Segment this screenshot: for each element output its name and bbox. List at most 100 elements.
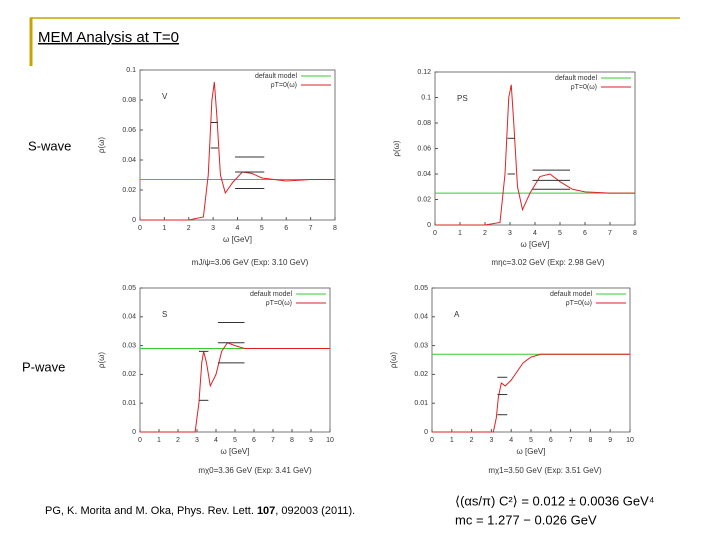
x-tick-label: 0 bbox=[430, 437, 434, 444]
x-axis-label: ω [GeV] bbox=[221, 447, 250, 456]
y-tick-label: 0.08 bbox=[417, 120, 431, 127]
legend-label: default model bbox=[555, 75, 597, 82]
mass-caption: mχ0=3.36 GeV (Exp: 3.41 GeV) bbox=[198, 466, 312, 475]
y-tick-label: 0.01 bbox=[122, 400, 136, 407]
legend-label: default model bbox=[550, 291, 592, 298]
x-tick-label: 7 bbox=[608, 230, 612, 237]
x-tick-label: 3 bbox=[195, 437, 199, 444]
legend-label: default model bbox=[255, 73, 297, 80]
y-tick-label: 0.08 bbox=[122, 97, 136, 104]
x-tick-label: 5 bbox=[558, 230, 562, 237]
y-tick-label: 0 bbox=[132, 429, 136, 436]
y-tick-label: 0 bbox=[427, 222, 431, 229]
y-axis-label: ρ(ω) bbox=[97, 352, 106, 368]
x-tick-label: 1 bbox=[162, 225, 166, 232]
y-tick-label: 0.03 bbox=[122, 342, 136, 349]
x-tick-label: 4 bbox=[214, 437, 218, 444]
x-tick-label: 3 bbox=[508, 230, 512, 237]
x-tick-label: 8 bbox=[633, 230, 637, 237]
x-tick-label: 7 bbox=[309, 225, 313, 232]
x-tick-label: 9 bbox=[309, 437, 313, 444]
citation-text: , 092003 (2011). bbox=[275, 505, 355, 517]
x-tick-label: 2 bbox=[483, 230, 487, 237]
x-tick-label: 6 bbox=[549, 437, 553, 444]
x-tick-label: 7 bbox=[271, 437, 275, 444]
x-tick-label: 6 bbox=[284, 225, 288, 232]
y-tick-label: 0.04 bbox=[417, 171, 431, 178]
x-tick-label: 5 bbox=[529, 437, 533, 444]
x-tick-label: 8 bbox=[290, 437, 294, 444]
y-tick-label: 0.03 bbox=[414, 342, 428, 349]
x-tick-label: 3 bbox=[489, 437, 493, 444]
mass-caption: mJ/ψ=3.06 GeV (Exp: 3.10 GeV) bbox=[192, 258, 309, 267]
x-tick-label: 5 bbox=[260, 225, 264, 232]
panel-label: V bbox=[162, 92, 168, 101]
panel-label: S bbox=[162, 310, 167, 319]
citation: PG, K. Morita and M. Oka, Phys. Rev. Let… bbox=[45, 505, 355, 517]
x-tick-label: 8 bbox=[588, 437, 592, 444]
y-tick-label: 0.02 bbox=[417, 196, 431, 203]
x-axis-label: ω [GeV] bbox=[521, 240, 550, 249]
x-tick-label: 8 bbox=[333, 225, 337, 232]
result: ⟨(αs/π) C²⟩ = 0.012 ± 0.0036 GeV⁴ bbox=[455, 493, 654, 508]
y-axis-label: ρ(ω) bbox=[392, 140, 401, 156]
x-tick-label: 1 bbox=[458, 230, 462, 237]
y-tick-label: 0.02 bbox=[122, 371, 136, 378]
y-axis-label: ρ(ω) bbox=[97, 137, 106, 153]
panel-label: A bbox=[454, 310, 460, 319]
series-line bbox=[435, 84, 635, 226]
x-tick-label: 10 bbox=[326, 437, 334, 444]
x-tick-label: 0 bbox=[433, 230, 437, 237]
panel-label: PS bbox=[457, 94, 468, 103]
slide-title: MEM Analysis at T=0 bbox=[38, 29, 179, 46]
series-line bbox=[432, 353, 630, 433]
result: mc = 1.277 − 0.026 GeV bbox=[455, 512, 597, 527]
citation-volume: 107 bbox=[257, 505, 275, 517]
legend-label: ρT=0(ω) bbox=[566, 300, 592, 307]
mass-caption: mηc=3.02 GeV (Exp: 2.98 GeV) bbox=[491, 258, 605, 267]
legend-label: ρT=0(ω) bbox=[266, 300, 292, 307]
y-tick-label: 0.1 bbox=[126, 67, 136, 74]
x-axis-label: ω [GeV] bbox=[223, 235, 252, 244]
plot-frame bbox=[139, 287, 331, 433]
x-tick-label: 1 bbox=[157, 437, 161, 444]
legend-label: ρT=0(ω) bbox=[571, 84, 597, 91]
y-tick-label: 0.12 bbox=[417, 69, 431, 76]
y-tick-label: 0.01 bbox=[414, 400, 428, 407]
row-label: P-wave bbox=[22, 359, 65, 374]
legend-label: default model bbox=[250, 291, 292, 298]
x-tick-label: 6 bbox=[252, 437, 256, 444]
x-tick-label: 4 bbox=[236, 225, 240, 232]
x-tick-label: 9 bbox=[608, 437, 612, 444]
row-label: S-wave bbox=[28, 138, 71, 153]
y-tick-label: 0.04 bbox=[122, 314, 136, 321]
y-tick-label: 0.05 bbox=[414, 285, 428, 292]
citation-text: PG, K. Morita and M. Oka, Phys. Rev. Let… bbox=[45, 505, 257, 517]
y-tick-label: 0.04 bbox=[122, 157, 136, 164]
x-tick-label: 5 bbox=[233, 437, 237, 444]
x-axis-label: ω [GeV] bbox=[517, 447, 546, 456]
legend-label: ρT=0(ω) bbox=[271, 82, 297, 89]
y-tick-label: 0.02 bbox=[122, 187, 136, 194]
x-tick-label: 2 bbox=[187, 225, 191, 232]
x-tick-label: 6 bbox=[583, 230, 587, 237]
series-line bbox=[140, 81, 335, 221]
y-tick-label: 0.05 bbox=[122, 285, 136, 292]
y-tick-label: 0 bbox=[132, 217, 136, 224]
y-tick-label: 0 bbox=[424, 429, 428, 436]
x-tick-label: 2 bbox=[470, 437, 474, 444]
y-axis-label: ρ(ω) bbox=[389, 352, 398, 368]
x-tick-label: 4 bbox=[533, 230, 537, 237]
x-tick-label: 3 bbox=[211, 225, 215, 232]
x-tick-label: 1 bbox=[450, 437, 454, 444]
x-tick-label: 4 bbox=[509, 437, 513, 444]
y-tick-label: 0.06 bbox=[122, 127, 136, 134]
x-tick-label: 10 bbox=[626, 437, 634, 444]
y-tick-label: 0.06 bbox=[417, 145, 431, 152]
series-line bbox=[140, 342, 330, 433]
x-tick-label: 0 bbox=[138, 225, 142, 232]
plot-frame bbox=[139, 69, 336, 221]
plot-frame bbox=[431, 287, 631, 433]
x-tick-label: 7 bbox=[569, 437, 573, 444]
